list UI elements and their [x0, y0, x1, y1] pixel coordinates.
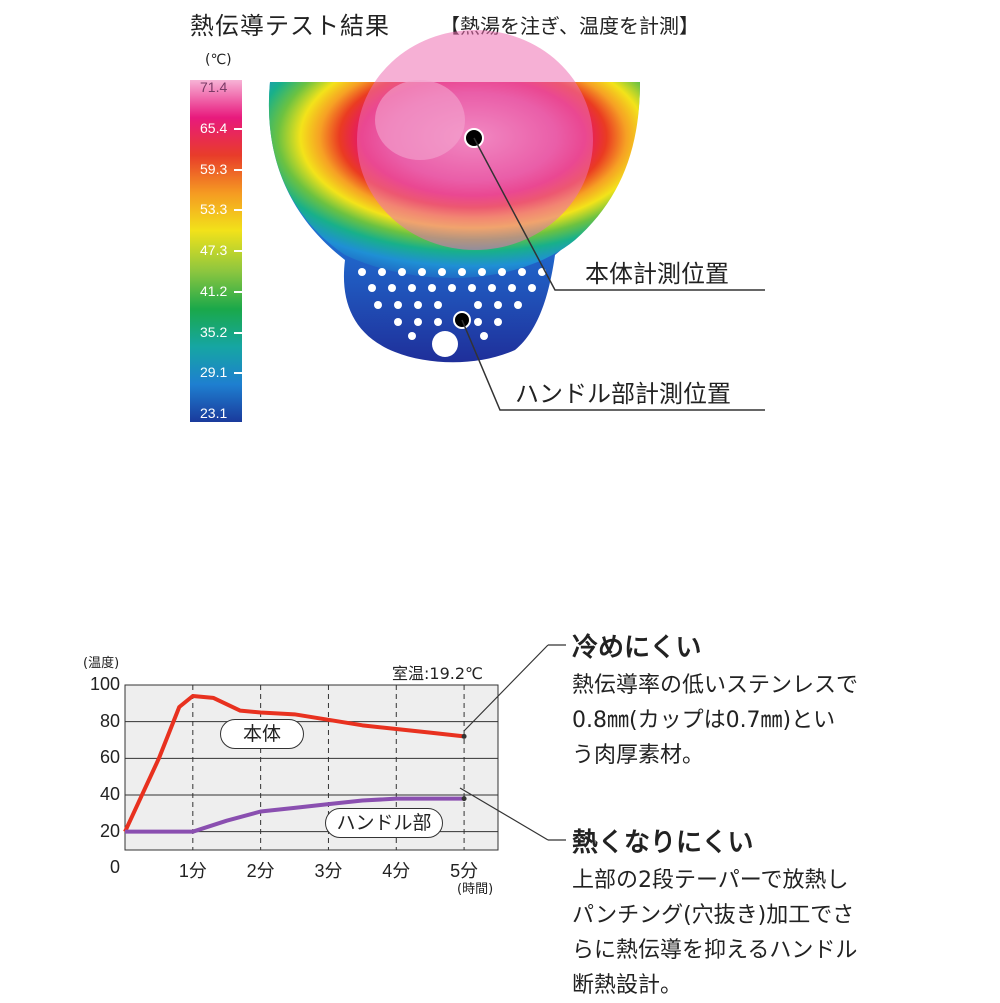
y-axis-label: (温度) [83, 656, 120, 671]
x-tick-label: 0 [110, 857, 121, 877]
vent-hole [408, 284, 416, 292]
vent-hole [434, 301, 442, 309]
vent-hole [498, 268, 506, 276]
scale-tick-mark [234, 331, 242, 334]
series-label-handle: ハンドル部 [325, 808, 443, 838]
vent-hole [518, 268, 526, 276]
series-line-handle [125, 796, 465, 834]
y-tick-label: 80 [99, 710, 120, 731]
leader-line-handle [459, 787, 549, 841]
vent-hole [434, 318, 442, 326]
vent-hole [474, 301, 482, 309]
vent-hole [508, 284, 516, 292]
vent-hole [478, 268, 486, 276]
vent-hole [378, 268, 386, 276]
body-measure-label: 本体計測位置 [585, 260, 729, 288]
vent-hole [448, 284, 456, 292]
scale-tick-mark [234, 250, 242, 252]
scale-tick-mark [234, 372, 242, 375]
series-end-point [461, 733, 467, 739]
leader-line-body [463, 644, 549, 732]
scale-tick-label: 65.4 [200, 119, 228, 136]
scale-unit-label: (℃) [205, 52, 232, 68]
vent-hole [428, 284, 436, 292]
scale-tick-label: 59.3 [200, 160, 228, 177]
x-tick-label: 5分 [450, 861, 479, 881]
y-tick-label: 20 [99, 820, 120, 841]
note-cold-line: 0.8㎜(カップは0.7㎜)とい [572, 708, 836, 733]
scale-tick-mark [234, 168, 242, 171]
scale-tick-label: 23.1 [200, 405, 228, 421]
vent-hole [494, 301, 502, 309]
handle-measure-label: ハンドル部計測位置 [515, 380, 731, 408]
scale-tick-label: 53.3 [200, 201, 228, 218]
handle-measure-marker [453, 311, 765, 411]
vent-hole [438, 268, 446, 276]
room-temperature-annotation: 室温:19.2℃ [392, 664, 483, 683]
handle-hole [432, 331, 458, 357]
note-hot: 熱くなりにくい 上部の2段テーパーで放熱し パンチング(穴抜き)加工でさ らに熱… [572, 822, 857, 1003]
note-hot-line: らに熱伝導を抑えるハンドル [572, 938, 858, 963]
series-end-point [461, 796, 467, 802]
scale-tick-mark [234, 209, 242, 212]
page-title: 熱伝導テスト結果 [190, 12, 390, 40]
x-tick-label: 4分 [382, 861, 411, 881]
temperature-scale-bar [190, 80, 242, 422]
vent-hole [474, 318, 482, 326]
note-hot-title: 熱くなりにくい [572, 828, 754, 858]
note-hot-line: 断熱設計。 [572, 973, 683, 998]
scale-tick-label: 41.2 [200, 282, 228, 299]
scale-tick-label: 35.2 [200, 323, 228, 340]
scale-tick-label: 71.4 [200, 79, 228, 95]
vent-hole [458, 268, 466, 276]
thermal-image [268, 30, 765, 411]
x-tick-label: 2分 [246, 861, 275, 881]
note-hot-line: 上部の2段テーパーで放熱し [572, 868, 849, 893]
vent-hole [480, 332, 488, 340]
series-line-body [123, 694, 465, 833]
scale-tick-label: 47.3 [200, 242, 228, 258]
scale-tick-label: 29.1 [200, 364, 228, 381]
vent-hole [468, 284, 476, 292]
body-measure-marker [464, 128, 765, 291]
scale-tick-mark [234, 127, 242, 130]
vent-hole [488, 284, 496, 292]
vent-hole [418, 268, 426, 276]
vent-hole [398, 268, 406, 276]
vent-hole [414, 301, 422, 309]
note-cold-line: 熱伝導率の低いステンレスで [572, 673, 859, 698]
vent-hole [414, 318, 422, 326]
vent-hole [374, 301, 382, 309]
y-tick-label: 100 [89, 674, 120, 694]
note-cold-line: う肉厚素材。 [572, 743, 705, 768]
note-hot-line: パンチング(穴抜き)加工でさ [572, 903, 855, 928]
x-tick-label: 1分 [178, 861, 207, 881]
vent-hole [368, 284, 376, 292]
cup-thermal-shape [268, 30, 640, 363]
y-tick-label: 60 [99, 747, 120, 768]
vent-hole [528, 284, 536, 292]
note-cold-title: 冷めにくい [572, 633, 702, 663]
x-axis-label: (時間) [457, 882, 494, 897]
vent-hole [388, 284, 396, 292]
vent-hole [358, 268, 366, 276]
vent-hole [394, 301, 402, 309]
vent-hole [394, 318, 402, 326]
scale-tick-mark [234, 290, 242, 293]
vent-hole [408, 332, 416, 340]
series-lines [123, 694, 467, 834]
series-label-body: 本体 [220, 719, 304, 749]
x-tick-label: 3分 [314, 861, 343, 881]
y-tick-label: 40 [99, 784, 120, 804]
vent-hole [494, 318, 502, 326]
vent-hole [514, 301, 522, 309]
note-cold: 冷めにくい 熱伝導率の低いステンレスで 0.8㎜(カップは0.7㎜)とい う肉厚… [572, 627, 858, 773]
